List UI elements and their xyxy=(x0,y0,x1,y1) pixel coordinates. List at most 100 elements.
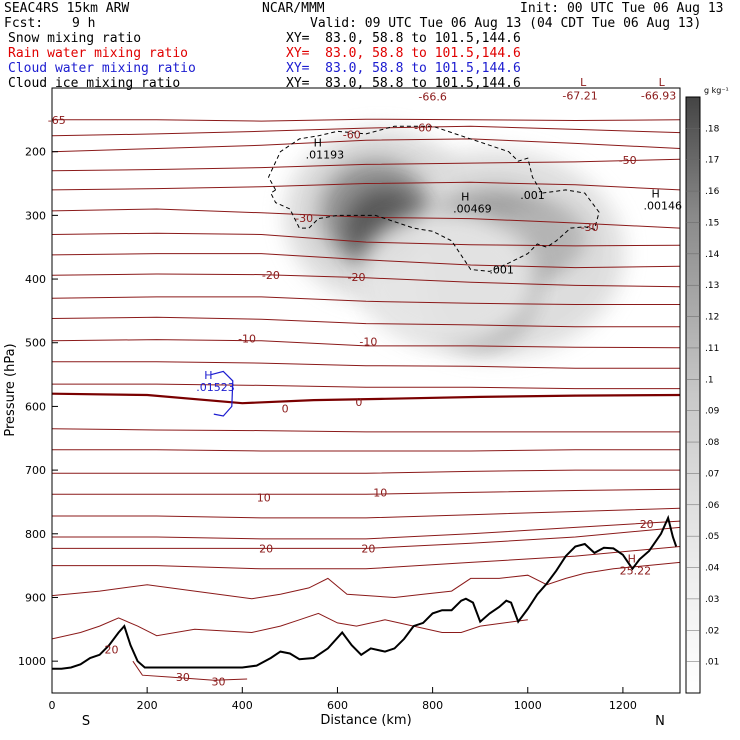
temperature-label: -66.93 xyxy=(641,90,676,103)
extremum-value: .01193 xyxy=(306,149,345,162)
isotherm-line xyxy=(52,361,680,369)
temperature-label: -30 xyxy=(295,212,313,225)
temperature-label: 10 xyxy=(373,486,387,499)
temperature-label: -60 xyxy=(414,121,432,134)
isotherm-line xyxy=(52,253,680,269)
colorbar-tick-label: .13 xyxy=(705,281,719,291)
cloud-water-contour xyxy=(211,370,234,417)
colorbar-tick-label: .17 xyxy=(705,156,719,166)
temperature-label: -30 xyxy=(581,221,599,234)
temperature-label: 10 xyxy=(257,491,271,504)
isotherm-line xyxy=(52,612,528,640)
temperature-label: -50 xyxy=(619,154,637,167)
x-tick-label: 400 xyxy=(232,699,253,712)
isotherm-line xyxy=(52,339,680,349)
y-axis-label: Pressure (hPa) xyxy=(3,343,18,436)
temperature-label: -60 xyxy=(343,128,361,141)
y-tick-label: 800 xyxy=(25,528,46,541)
y-tick-label: 200 xyxy=(25,146,46,159)
colorbar-tick-label: .11 xyxy=(705,344,719,354)
temperature-label: 0 xyxy=(355,396,362,409)
temperature-label: 20 xyxy=(640,518,654,531)
temperature-label: 20 xyxy=(104,644,118,657)
isotherm-line xyxy=(52,526,680,549)
temperature-contours xyxy=(52,118,680,681)
extremum-value: .00469 xyxy=(453,203,492,216)
isotherm-line xyxy=(52,316,680,328)
colorbar-tick-label: .04 xyxy=(705,564,720,574)
colorbar-tick-label: .1 xyxy=(705,375,714,385)
extremum-marker: L xyxy=(580,76,587,89)
y-tick-label: 600 xyxy=(25,400,46,413)
x-tick-label: 600 xyxy=(327,699,348,712)
extremum-value: .01523 xyxy=(196,381,235,394)
colorbar-ramp xyxy=(685,96,701,694)
extremum-marker: H xyxy=(628,552,636,565)
x-tick-label: 200 xyxy=(137,699,158,712)
colorbar-tick-label: .02 xyxy=(705,626,719,636)
plot-frame xyxy=(51,87,681,694)
temperature-label: -20 xyxy=(262,269,280,282)
colorbar-tick-label: .08 xyxy=(705,438,720,448)
cloud-ice-contour-line xyxy=(267,125,600,272)
forecast-hour: 9 h xyxy=(72,16,96,31)
extremum-marker: L xyxy=(659,76,666,89)
isotherm-line xyxy=(52,520,680,540)
isotherm-line xyxy=(52,488,680,495)
isotherm-line xyxy=(52,449,680,452)
colorbar-tick-label: .01 xyxy=(705,658,719,668)
isotherm-line xyxy=(52,208,680,229)
extremum-value: .00146 xyxy=(643,199,682,212)
colorbar-tick-label: .09 xyxy=(705,407,720,417)
temperature-label: -65 xyxy=(48,114,66,127)
x-end-label-south: S xyxy=(82,714,90,729)
terrain-line xyxy=(52,514,678,670)
isotherm-line xyxy=(52,469,680,474)
colorbar-tick-label: .07 xyxy=(705,469,719,479)
field-rain-xy: XY= 83.0, 58.8 to 101.5,144.6 xyxy=(286,46,521,61)
x-axis-label: Distance (km) xyxy=(320,713,411,728)
isotherm-line xyxy=(52,296,680,305)
field-snow-xy: XY= 83.0, 58.8 to 101.5,144.6 xyxy=(286,31,521,46)
field-cloudice-name: Cloud ice mixing ratio xyxy=(8,76,181,91)
temperature-label: -10 xyxy=(359,335,377,348)
colorbar-tick-label: .12 xyxy=(705,313,719,323)
x-tick-label: 1200 xyxy=(609,699,637,712)
field-rain-name: Rain water mixing ratio xyxy=(8,46,189,61)
extremum-marker: H xyxy=(651,187,659,200)
axes: 0 200 400 600 800 1000 12002003004005006007008… xyxy=(18,146,637,712)
cloud-ice-label: .001 xyxy=(520,189,545,202)
temperature-label: 20 xyxy=(361,542,375,555)
x-tick-label: 1000 xyxy=(514,699,542,712)
colorbar-tick-label: .05 xyxy=(705,532,719,542)
extremum-marker: H xyxy=(461,191,469,204)
temperature-label: 0 xyxy=(282,402,289,415)
temperature-label: 30 xyxy=(176,671,190,684)
y-tick-label: 400 xyxy=(25,273,46,286)
field-cloudice-xy: XY= 83.0, 58.8 to 101.5,144.6 xyxy=(286,76,521,91)
x-tick-label: 0 xyxy=(49,699,56,712)
temperature-label: -67.21 xyxy=(562,90,597,103)
cloud-ice-label: .001 xyxy=(489,264,514,277)
isotherm-line xyxy=(52,125,680,137)
temperature-label: -20 xyxy=(348,271,366,284)
isotherm-line xyxy=(52,158,680,172)
colorbar: .01 .02 .03 .04 .05 .06 .07 .08 .09 .1 .11 .12 .13 .1… xyxy=(685,86,729,694)
colorbar-tick-label: .03 xyxy=(705,595,719,605)
cloud-water-contour-line xyxy=(211,370,234,417)
colorbar-tick-label: .15 xyxy=(705,218,719,228)
forecast-label: Fcst: xyxy=(4,16,44,31)
field-snow-name: Snow mixing ratio xyxy=(8,31,142,46)
field-cloudwater-xy: XY= 83.0, 58.8 to 101.5,144.6 xyxy=(286,61,521,76)
temperature-label: 20 xyxy=(259,542,273,555)
colorbar-tick-label: .16 xyxy=(705,187,720,197)
y-tick-label: 700 xyxy=(25,464,46,477)
y-tick-label: 300 xyxy=(25,209,46,222)
temperature-label: 30 xyxy=(212,676,226,689)
temperature-label: -66.6 xyxy=(418,90,446,103)
model-title: SEAC4RS 15km ARW xyxy=(4,1,130,16)
x-tick-label: 800 xyxy=(422,699,443,712)
temperature-label: -10 xyxy=(238,332,256,345)
isotherm-line xyxy=(52,561,680,600)
